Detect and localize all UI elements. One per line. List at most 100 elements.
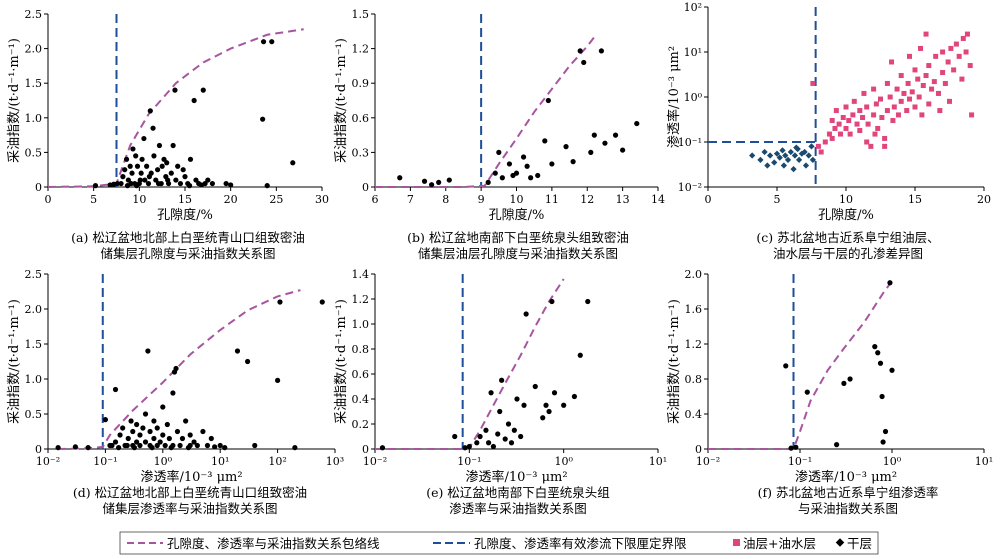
y-tick-label: 0.4 <box>352 393 370 406</box>
data-point <box>217 442 223 449</box>
oil-layer-point <box>964 31 970 37</box>
data-point <box>542 138 548 144</box>
y-tick-label: 0 <box>35 181 42 194</box>
data-point <box>561 402 567 408</box>
data-point <box>483 427 489 433</box>
data-point <box>577 352 583 358</box>
y-tick-label: 1.2 <box>352 293 370 306</box>
data-point <box>151 418 157 424</box>
x-tick-label: 9 <box>478 193 485 206</box>
data-point <box>497 408 503 415</box>
oil-layer-point <box>837 131 843 137</box>
y-tick-label: 0.8 <box>685 373 703 386</box>
data-point <box>141 135 147 142</box>
panel-c: 0 5 10 15 20 10⁻² 10⁻¹ 10⁰ 10¹ 10² 孔隙度/% 渗透率/10⁻³ μ… <box>666 1 991 261</box>
data-point <box>514 396 520 402</box>
oil-layer-point <box>891 104 897 110</box>
y-axis-label: 采油指数/(t·d⁻¹·m⁻¹) <box>667 299 682 424</box>
oil-layer-point <box>861 90 867 96</box>
data-point <box>496 149 502 155</box>
oil-layer-point <box>919 112 925 118</box>
x-tick-label: 15 <box>908 193 922 206</box>
data-point <box>502 436 508 442</box>
data-point <box>319 299 325 305</box>
data-point <box>123 156 130 162</box>
x-tick-label: 7 <box>407 193 414 206</box>
data-point <box>137 442 143 449</box>
dry-layer-point <box>808 143 815 150</box>
data-point <box>205 177 211 183</box>
x-tick-label: 5 <box>774 193 781 206</box>
data-point <box>151 153 157 159</box>
data-point <box>200 87 206 93</box>
data-point <box>185 445 192 451</box>
y-tick-label: 1.4 <box>352 268 370 281</box>
oil-layer-point <box>871 112 877 118</box>
caption-line: 渗透率与采油指数关系图 <box>449 501 587 516</box>
data-point <box>145 180 152 187</box>
data-point <box>145 348 151 354</box>
data-point <box>187 432 193 438</box>
data-point <box>290 160 296 166</box>
oil-layer-point <box>931 79 937 85</box>
x-tick-label: 20 <box>224 193 238 206</box>
data-point <box>92 183 99 189</box>
oil-layer-point <box>818 149 824 155</box>
panel-b: 6 7 8 9 10 11 12 13 14 0 0.3 0.6 0.9 1.2 1.5 孔隙度/% 采油指数/… <box>334 8 665 261</box>
data-point <box>244 358 251 365</box>
x-axis-label: 渗透率/10⁻³ μm² <box>795 469 897 485</box>
data-point <box>209 180 215 187</box>
data-point <box>841 380 847 386</box>
x-tick-label: 10 <box>510 193 524 206</box>
data-point <box>429 182 435 188</box>
oil-layer-point <box>933 53 939 59</box>
caption-line: (b) 松辽盆地南部下白垩统泉头组致密油 <box>407 230 629 245</box>
x-tick-label: 5 <box>90 193 97 206</box>
y-tick-label: 0.6 <box>352 368 370 381</box>
data-point <box>521 402 527 408</box>
oil-layer-point <box>843 104 849 110</box>
oil-layer-point <box>905 80 911 86</box>
x-tick-label: 13 <box>616 193 630 206</box>
oil-layer-point <box>868 143 874 149</box>
data-point <box>200 428 206 435</box>
oil-layer-point <box>940 49 946 55</box>
data-point <box>120 174 126 180</box>
data-point <box>156 142 163 149</box>
data-point <box>577 48 583 54</box>
data-point <box>112 439 119 445</box>
oil-layer-point <box>833 108 839 114</box>
data-point <box>264 183 270 189</box>
data-point <box>170 142 176 149</box>
envelope-line <box>375 36 596 188</box>
oil-layer-point <box>942 80 948 86</box>
y-tick-label: 10¹ <box>684 46 702 59</box>
x-tick-label: 20 <box>977 193 991 206</box>
data-point <box>495 431 501 437</box>
dry-layer-point <box>780 162 788 169</box>
data-point <box>523 311 529 317</box>
oil-layer-point <box>873 101 879 107</box>
oil-layer-point <box>871 86 877 92</box>
legend-oil-marker <box>733 539 740 546</box>
data-point <box>117 432 123 438</box>
dry-layer-point <box>791 152 799 159</box>
y-tick-label: 0.5 <box>25 146 43 159</box>
y-axis-label: 采油指数/(t·d⁻¹·m⁻¹) <box>7 38 22 163</box>
data-point <box>872 344 878 350</box>
data-point <box>528 175 534 181</box>
data-point <box>165 177 171 183</box>
data-point <box>540 415 546 421</box>
y-tick-label: 0.6 <box>352 112 370 125</box>
y-tick-label: 1.5 <box>352 8 370 21</box>
data-point <box>144 163 150 169</box>
x-tick-label: 10⁻¹ <box>457 455 481 468</box>
oil-layer-point <box>953 41 959 47</box>
data-point <box>499 175 505 181</box>
y-tick-label: 1.0 <box>352 318 370 331</box>
data-point <box>116 445 122 451</box>
data-point <box>532 383 538 390</box>
oil-layer-point <box>889 59 895 65</box>
oil-layer-point <box>916 94 922 100</box>
data-point <box>520 154 527 160</box>
